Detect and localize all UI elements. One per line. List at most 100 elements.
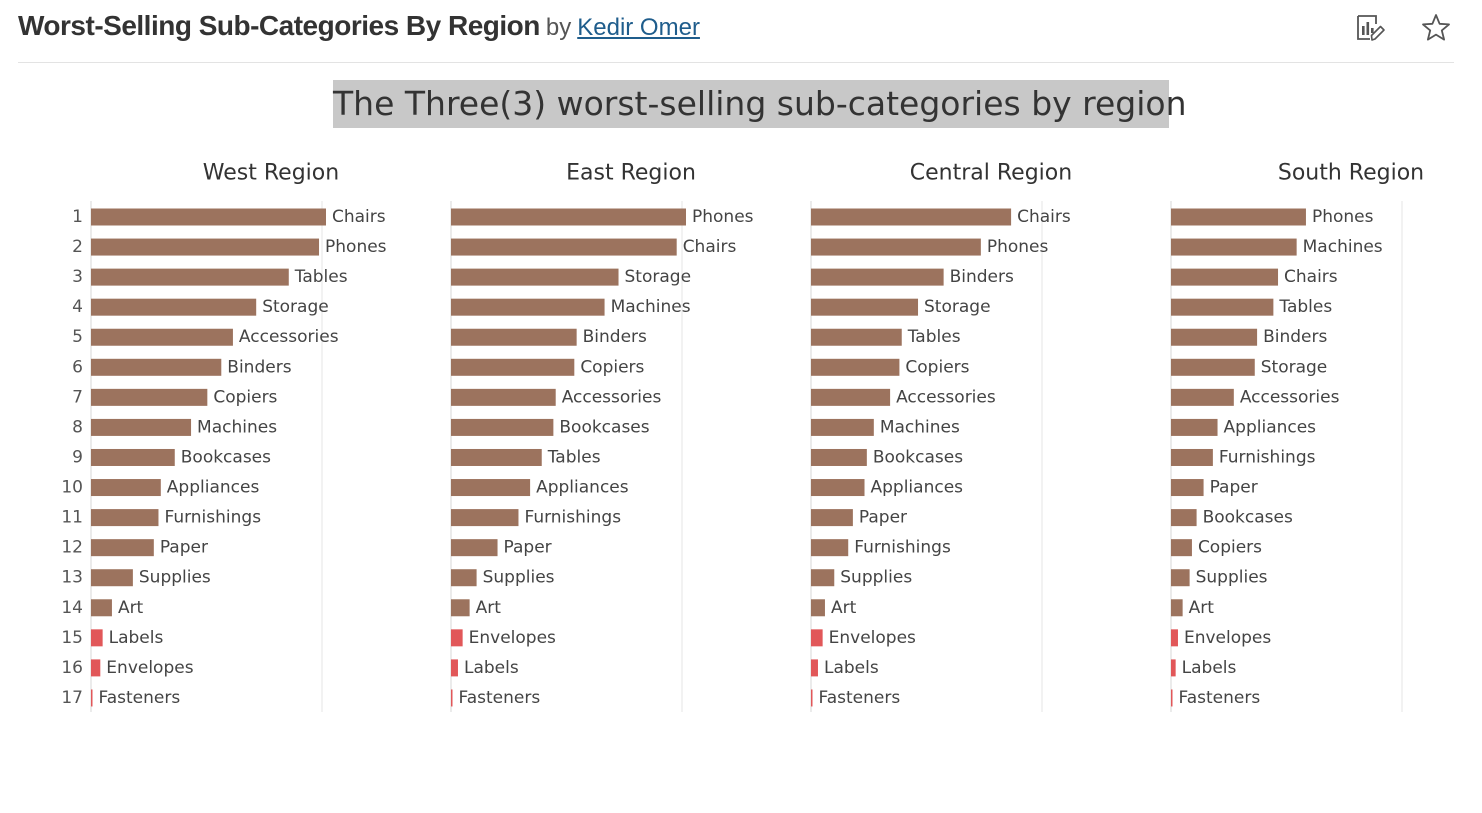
bar-label: Paper [859, 508, 907, 528]
bar-label: Binders [227, 357, 291, 377]
bar-label: Art [1189, 598, 1215, 618]
bar-label: Appliances [871, 478, 964, 498]
bar-label: Accessories [562, 387, 662, 407]
rank-label: 15 [61, 628, 83, 648]
bar-label: Accessories [896, 387, 996, 407]
bar [91, 509, 159, 527]
bar [1171, 268, 1279, 286]
bar [811, 448, 867, 466]
bar-label: Copiers [580, 357, 644, 377]
author-link[interactable]: Kedir Omer [577, 14, 700, 41]
bar-label: Machines [197, 417, 277, 437]
bar-label: Phones [692, 207, 754, 227]
bar-label: Machines [611, 297, 691, 317]
viz-title: Worst-Selling Sub-Categories By Region by… [18, 10, 700, 42]
panel-title: Central Region [910, 161, 1072, 186]
rank-label: 17 [61, 688, 83, 708]
bar [451, 539, 498, 557]
bar-label: Tables [294, 267, 348, 287]
bar [91, 599, 112, 617]
bar-label: Art [831, 598, 857, 618]
bar [1171, 448, 1213, 466]
rank-label: 16 [61, 658, 83, 678]
rank-label: 14 [61, 598, 83, 618]
bar [451, 238, 677, 256]
bar [451, 509, 519, 527]
bar [1171, 569, 1190, 587]
bar-label: Labels [1182, 658, 1237, 678]
bar-label: Fasteners [1179, 688, 1261, 708]
bar [91, 328, 233, 346]
bar-label: Supplies [1196, 568, 1268, 588]
bar-label: Phones [1312, 207, 1374, 227]
bar-label: Appliances [167, 478, 260, 498]
bar-label: Paper [1210, 478, 1258, 498]
bar [91, 298, 257, 316]
bar [451, 418, 554, 436]
bar-label: Paper [504, 538, 552, 558]
bar-label: Envelopes [829, 628, 916, 648]
panel-title: East Region [566, 161, 696, 186]
bar [1171, 629, 1178, 647]
bar-label: Envelopes [469, 628, 556, 648]
bar-label: Supplies [483, 568, 555, 588]
bar-label: Furnishings [1219, 447, 1316, 467]
panel-title: South Region [1278, 161, 1424, 186]
bar-label: Appliances [536, 478, 629, 498]
dashboard-title-text: The Three(3) worst-selling sub-categorie… [333, 84, 1187, 123]
bar-label: Labels [109, 628, 164, 648]
edit-chart-icon[interactable] [1354, 12, 1386, 44]
bar-label: Envelopes [1184, 628, 1271, 648]
bar [451, 268, 619, 286]
bar [91, 569, 133, 587]
bar [451, 388, 556, 406]
bar-label: Chairs [332, 207, 386, 227]
bar-label: Tables [547, 447, 601, 467]
bar [1171, 328, 1258, 346]
panel-title: West Region [203, 161, 339, 186]
bar [811, 358, 900, 376]
bar-label: Binders [950, 267, 1014, 287]
bar [451, 599, 470, 617]
bar-label: Bookcases [1203, 508, 1293, 528]
bar [451, 328, 577, 346]
rank-label: 12 [61, 538, 83, 558]
bar-label: Furnishings [524, 508, 621, 528]
bar [91, 448, 175, 466]
bar [1171, 418, 1218, 436]
rank-label: 3 [72, 267, 83, 287]
rank-label: 6 [72, 357, 83, 377]
favorite-star-icon[interactable] [1420, 12, 1452, 44]
bar-label: Supplies [840, 568, 912, 588]
bar-label: Fasteners [99, 688, 181, 708]
bar [1171, 238, 1297, 256]
bar [91, 268, 289, 286]
rank-label: 5 [72, 327, 83, 347]
bar-label: Storage [262, 297, 329, 317]
bar [91, 388, 208, 406]
bar [91, 358, 222, 376]
bar [811, 238, 981, 256]
bar-label: Envelopes [106, 658, 193, 678]
bar [811, 509, 853, 527]
bar [91, 238, 320, 256]
bar [451, 298, 605, 316]
bar [1171, 689, 1173, 707]
bar-label: Fasteners [459, 688, 541, 708]
bar [1171, 539, 1192, 557]
bar-label: Storage [1261, 357, 1328, 377]
bar [1171, 358, 1255, 376]
bar-label: Furnishings [164, 508, 261, 528]
rank-label: 13 [61, 568, 83, 588]
bar-label: Chairs [683, 237, 737, 257]
bar-label: Art [476, 598, 502, 618]
rank-label: 10 [61, 478, 83, 498]
bar [91, 479, 161, 497]
bar-label: Binders [1263, 327, 1327, 347]
bar [811, 298, 919, 316]
rank-label: 8 [72, 417, 83, 437]
bar [811, 388, 891, 406]
bar [91, 659, 101, 677]
bar-label: Accessories [239, 327, 339, 347]
